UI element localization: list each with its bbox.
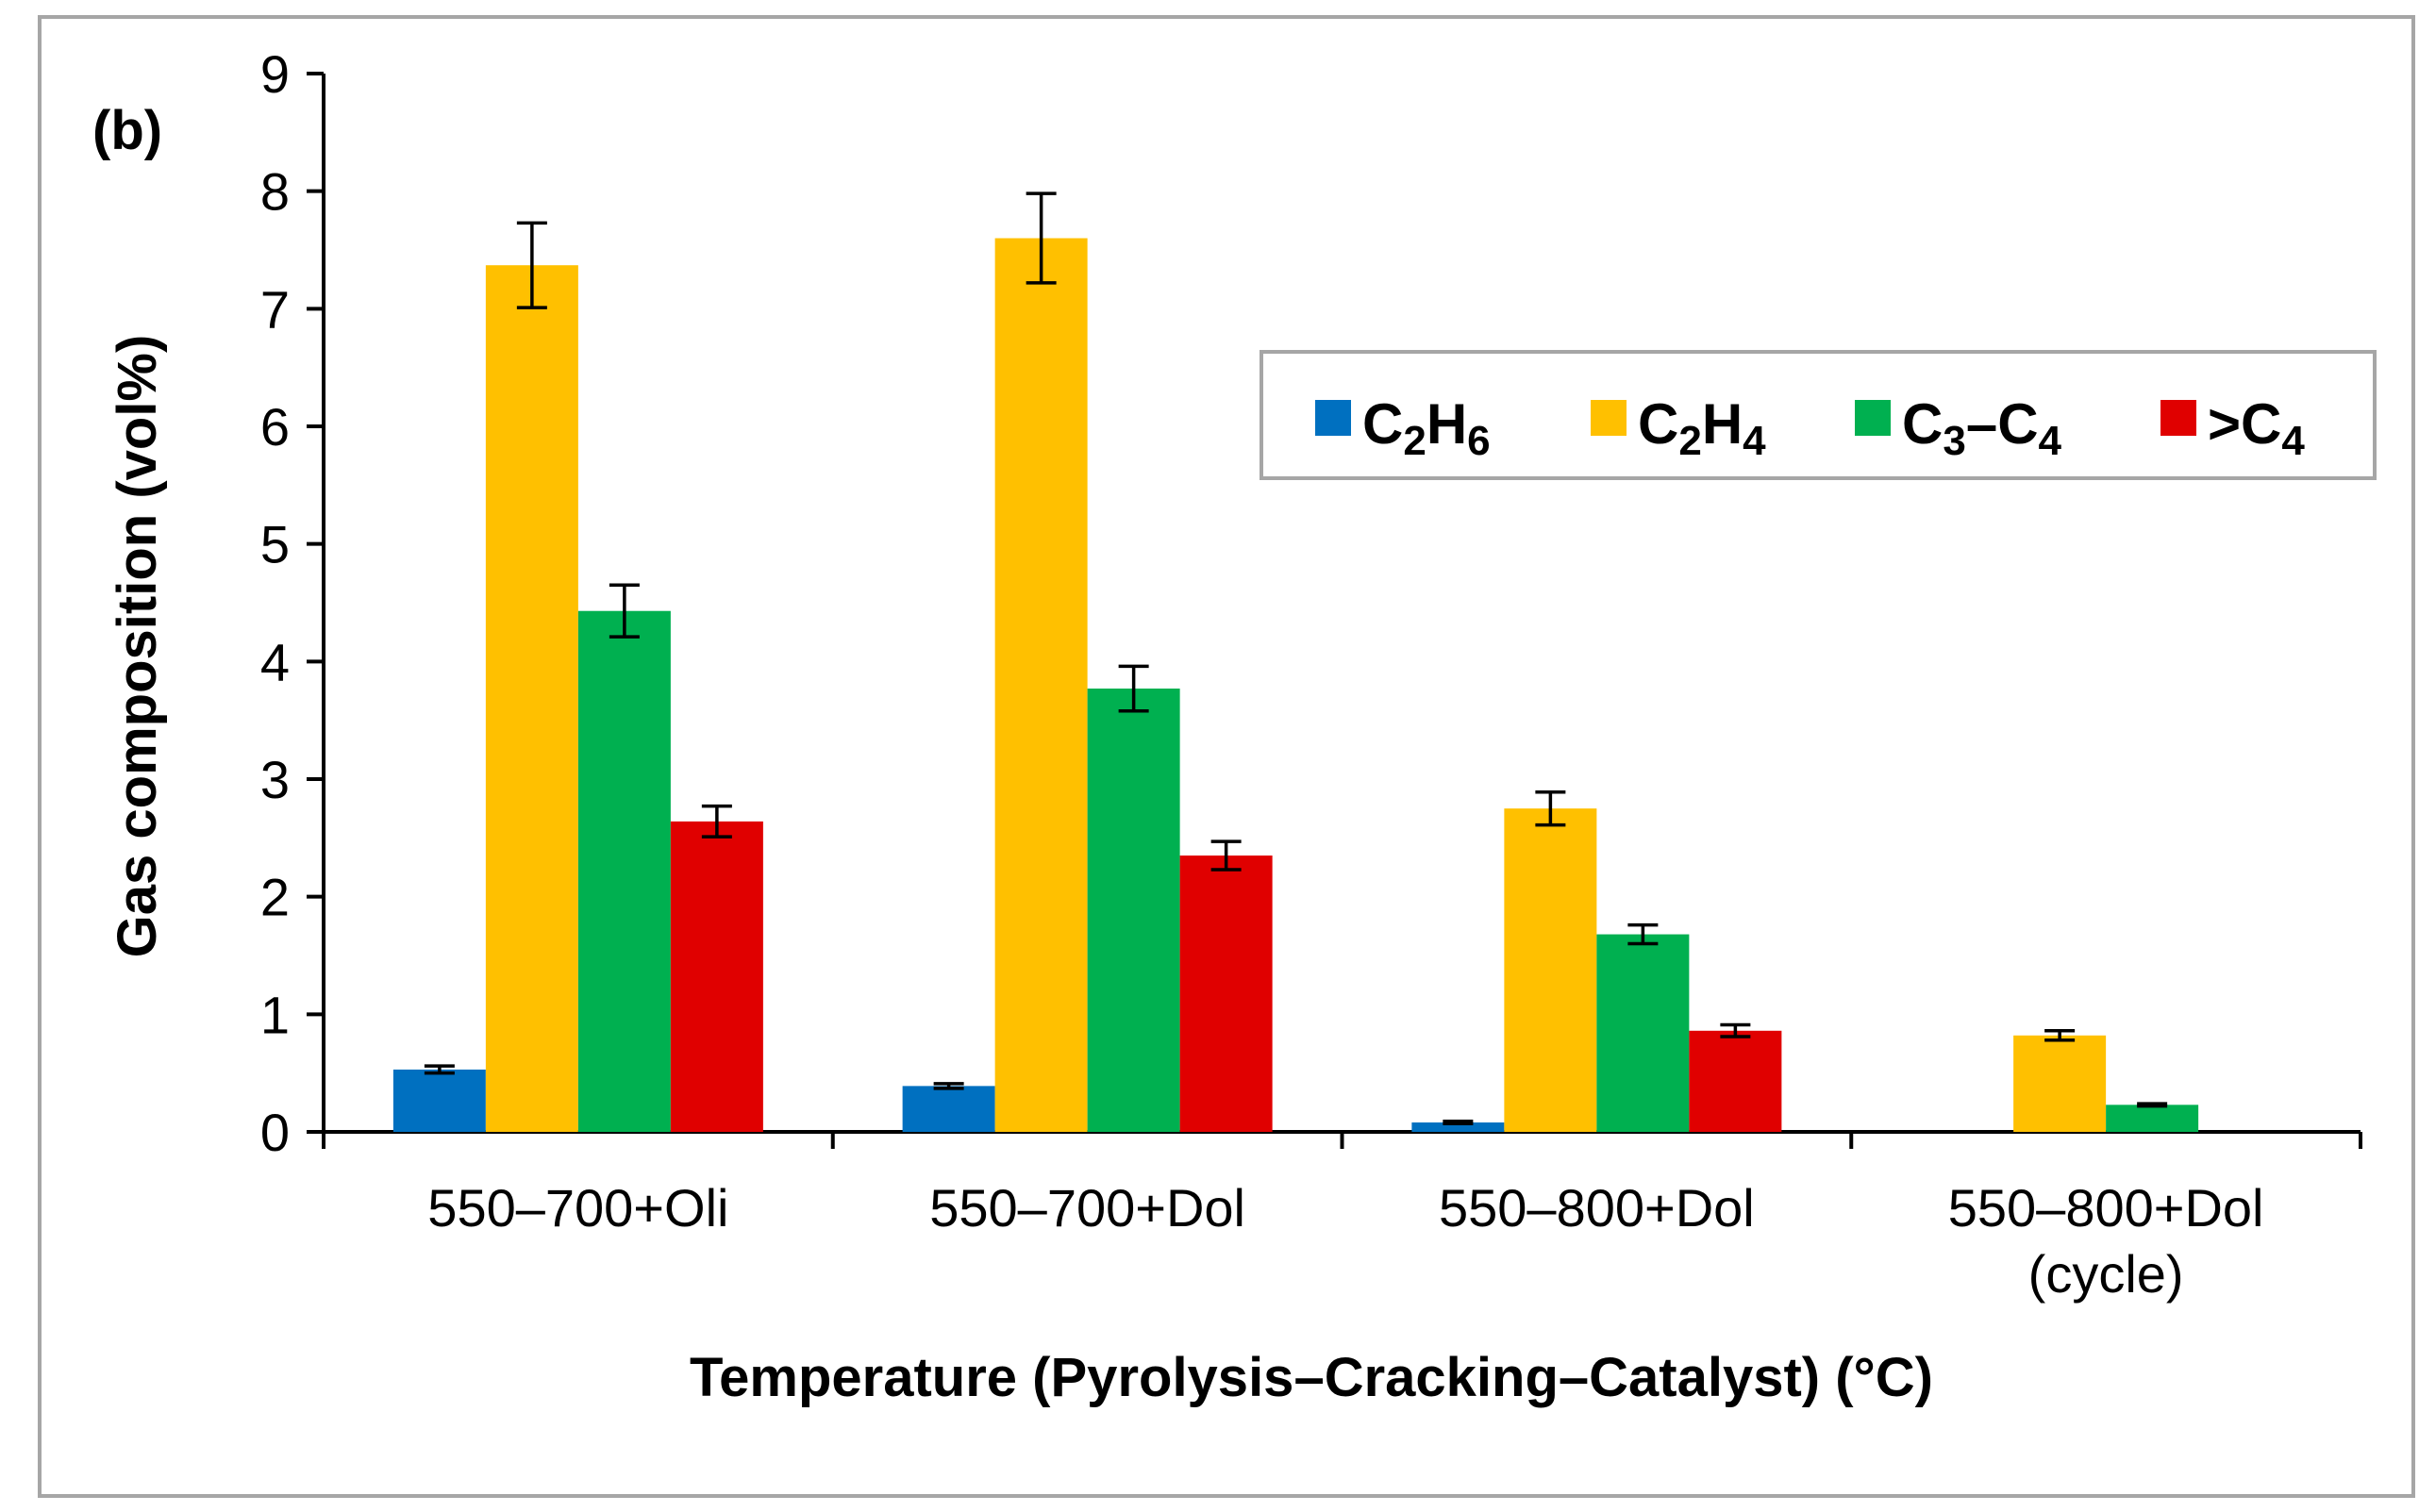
- bar-C2H6-1: [902, 1086, 995, 1132]
- y-tick-label: 1: [260, 985, 290, 1044]
- y-tick-label: 4: [260, 632, 290, 691]
- y-tick-label: 8: [260, 162, 290, 222]
- legend-swatch-3: [2160, 400, 2196, 436]
- legend-swatch-0: [1315, 400, 1351, 436]
- legend-swatch-2: [1855, 400, 1891, 436]
- chart-border: [38, 15, 2415, 1498]
- y-tick-label: 6: [260, 397, 290, 457]
- legend: C2H6 C2H4 C3–C4 >C4: [1260, 350, 2377, 480]
- legend-label-2: C3–C4: [1902, 392, 2062, 464]
- bars-group: [392, 238, 2199, 1133]
- x-tick-label: 550–700+Oli: [427, 1178, 728, 1238]
- y-tick-label: 3: [260, 750, 290, 809]
- bar-C3–C4-1: [1087, 689, 1180, 1132]
- bar-C2H4-3: [2013, 1035, 2107, 1132]
- bar-C2H6-2: [1411, 1122, 1505, 1132]
- bar->C4-2: [1689, 1030, 1782, 1132]
- y-tick-label: 9: [260, 44, 290, 104]
- bar-C2H4-1: [994, 238, 1088, 1133]
- bar-C2H4-2: [1504, 808, 1597, 1132]
- legend-label-1: C2H4: [1638, 392, 1766, 464]
- y-tick-labels: 0 1 2 3 4 5 6 7 8 9: [260, 44, 290, 1162]
- x-tick-label: 550–700+Dol: [929, 1178, 1245, 1238]
- legend-label-0: C2H6: [1362, 392, 1491, 464]
- bar->C4-0: [670, 821, 763, 1132]
- x-axis-title: Temperature (Pyrolysis–Cracking–Catalyst…: [690, 1347, 1933, 1408]
- x-tick-labels: 550–700+Oli 550–700+Dol 550–800+Dol 550–800…: [427, 1178, 2263, 1304]
- y-tick-label: 7: [260, 279, 290, 339]
- y-tick-label: 2: [260, 868, 290, 927]
- bar-C2H6-0: [392, 1069, 486, 1132]
- legend-label-3: >C4: [2208, 392, 2305, 464]
- x-tick-label: 550–800+Dol: [1948, 1178, 2264, 1238]
- x-tick-label: 550–800+Dol: [1439, 1178, 1755, 1238]
- legend-swatch-1: [1591, 400, 1627, 436]
- y-tick-label: 0: [260, 1103, 290, 1162]
- bar->C4-1: [1179, 856, 1273, 1132]
- y-axis-title: Gas composition (vol%): [107, 335, 168, 958]
- panel-label: (b): [92, 100, 162, 161]
- bar-C2H4-0: [485, 265, 578, 1132]
- x-tick-label-line2: (cycle): [2028, 1244, 2184, 1304]
- y-tick-label: 5: [260, 515, 290, 574]
- bar-C3–C4-0: [577, 610, 671, 1132]
- error-bars-group: [424, 191, 2168, 1126]
- bar-C3–C4-2: [1596, 934, 1690, 1132]
- bar-C3–C4-3: [2106, 1105, 2199, 1132]
